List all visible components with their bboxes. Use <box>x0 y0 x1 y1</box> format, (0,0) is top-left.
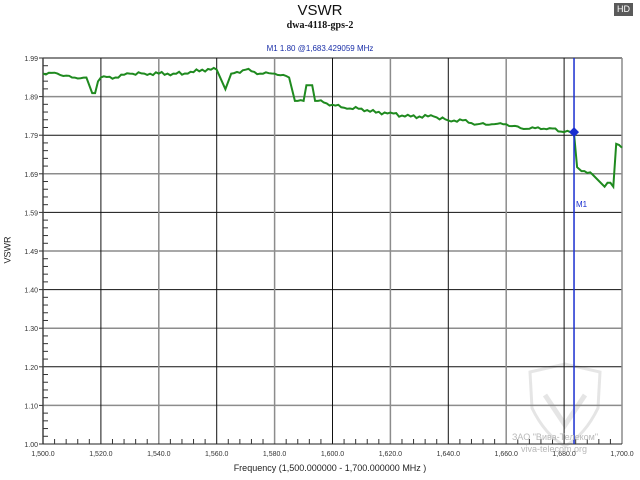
chart-title: VSWR <box>297 2 343 19</box>
y-axis-tick-labels: 1.99 1.89 1.79 1.69 1.59 1.49 1.40 1.30 1.20 1.10… <box>24 56 38 449</box>
plot-grid <box>42 57 623 445</box>
y-axis-label: VSWR <box>2 236 13 264</box>
svg-text:1,560.0: 1,560.0 <box>205 451 228 458</box>
svg-text:1.79: 1.79 <box>24 133 38 140</box>
hd-badge: HD <box>614 3 633 16</box>
x-axis-tick-labels: 1,500.0 1,520.0 1,540.0 1,560.0 1,580.0 1,600… <box>31 451 633 458</box>
watermark-url: viva-telecom.org <box>521 444 588 454</box>
svg-text:1.10: 1.10 <box>24 403 38 410</box>
svg-text:1.99: 1.99 <box>24 56 38 63</box>
svg-text:1,520.0: 1,520.0 <box>89 451 112 458</box>
svg-text:1,600.0: 1,600.0 <box>321 451 344 458</box>
svg-text:1.30: 1.30 <box>24 326 38 333</box>
svg-text:1.40: 1.40 <box>24 288 38 295</box>
vswr-trace <box>42 66 623 190</box>
marker-readout: M1 1.80 @1,683.429059 MHz <box>266 44 374 53</box>
marker-m1-diamond-icon[interactable] <box>569 127 580 138</box>
svg-text:1,660.0: 1,660.0 <box>495 451 518 458</box>
svg-text:1.20: 1.20 <box>24 365 38 372</box>
marker-m1-label: M1 <box>576 200 588 209</box>
svg-text:1,620.0: 1,620.0 <box>379 451 402 458</box>
svg-text:1,700.0: 1,700.0 <box>610 451 633 458</box>
svg-text:1.59: 1.59 <box>24 210 38 217</box>
svg-text:1,680.0: 1,680.0 <box>552 451 575 458</box>
axis-ticks <box>39 57 611 445</box>
svg-text:1.00: 1.00 <box>24 442 38 449</box>
svg-text:1,640.0: 1,640.0 <box>437 451 460 458</box>
chart-subtitle: dwa-4118-gps-2 <box>286 20 354 31</box>
svg-text:1.49: 1.49 <box>24 249 38 256</box>
watermark-company: ЗАО "Вива-Телеком" <box>512 432 599 442</box>
svg-text:1.69: 1.69 <box>24 172 38 179</box>
svg-text:1,540.0: 1,540.0 <box>147 451 170 458</box>
x-axis-label: Frequency (1,500.000000 - 1,700.000000 M… <box>233 463 427 473</box>
svg-text:1,500.0: 1,500.0 <box>31 451 54 458</box>
svg-text:1,580.0: 1,580.0 <box>263 451 286 458</box>
svg-text:1.89: 1.89 <box>24 95 38 102</box>
